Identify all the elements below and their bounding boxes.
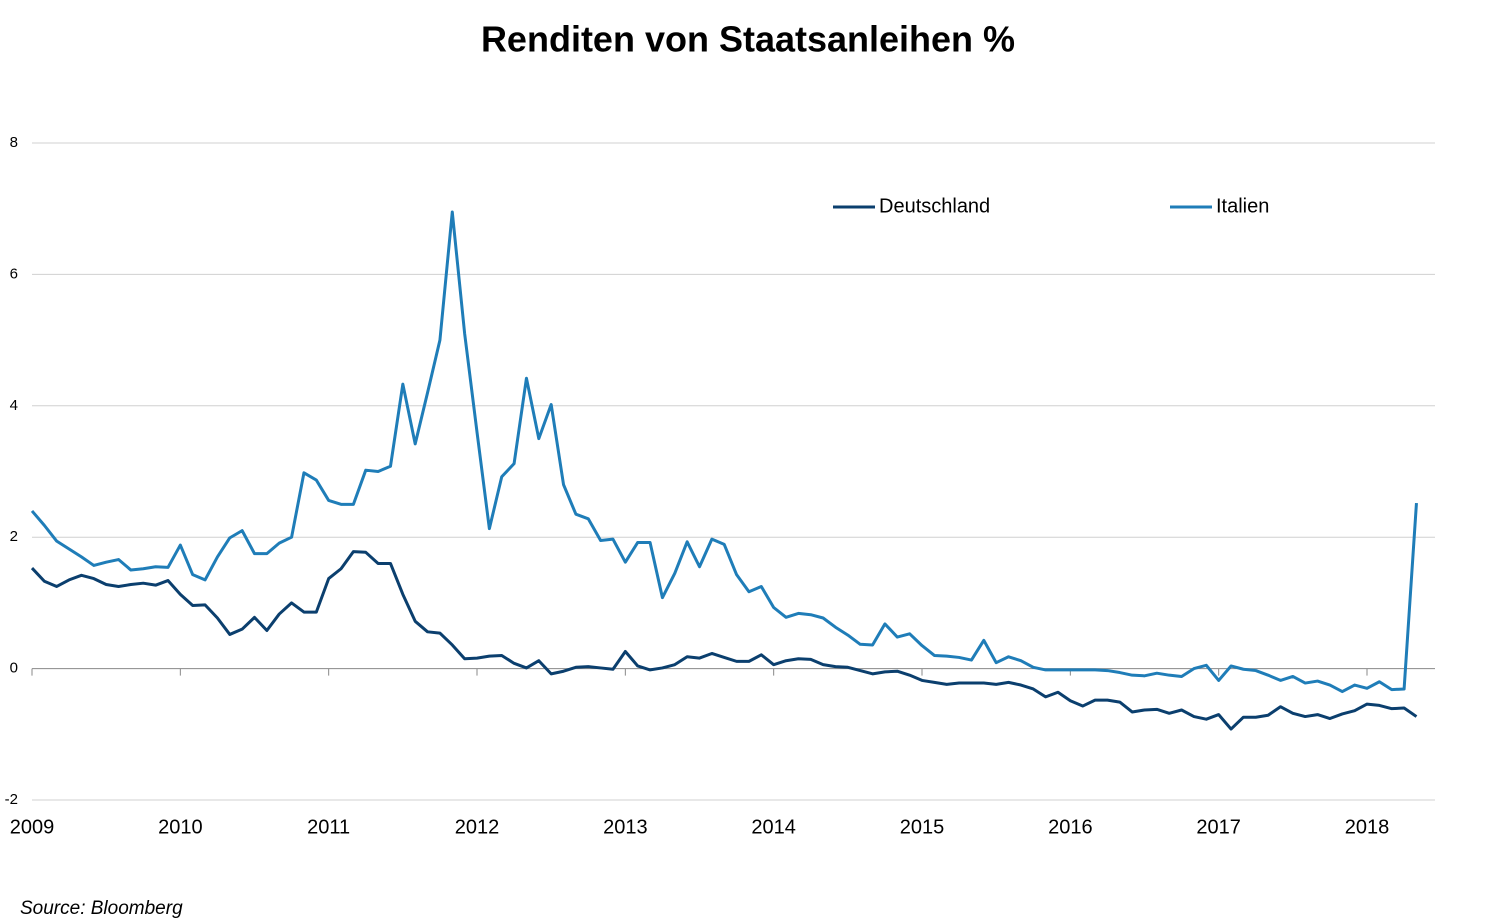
x-tick-label: 2011 (307, 816, 350, 838)
legend-label: Deutschland (879, 195, 990, 217)
y-tick-label: -2 (5, 791, 18, 808)
x-tick-label: 2016 (1048, 816, 1093, 838)
x-tick-label: 2018 (1345, 816, 1390, 838)
y-tick-label: 2 (10, 528, 18, 545)
x-tick-label: 2014 (751, 816, 796, 838)
x-tick-label: 2017 (1196, 816, 1241, 838)
line (30, 210, 1418, 694)
legend-label: Italien (1216, 195, 1269, 217)
y-tick-label: 4 (10, 397, 18, 414)
y-tick-label: 8 (10, 134, 18, 151)
source: Source: Bloomberg (20, 898, 183, 919)
x-tick-label: 2010 (158, 816, 203, 838)
x-tick-label: 2009 (10, 816, 55, 838)
y-tick-label: 6 (10, 265, 18, 282)
x-tick-label: 2013 (603, 816, 648, 838)
x-tick-label: 2012 (455, 816, 500, 838)
y-tick-label: 0 (10, 660, 18, 677)
chart-title: Renditen von Staatsanleihen % (481, 19, 1015, 60)
x-tick-label: 2015 (900, 816, 945, 838)
line (30, 550, 1418, 731)
